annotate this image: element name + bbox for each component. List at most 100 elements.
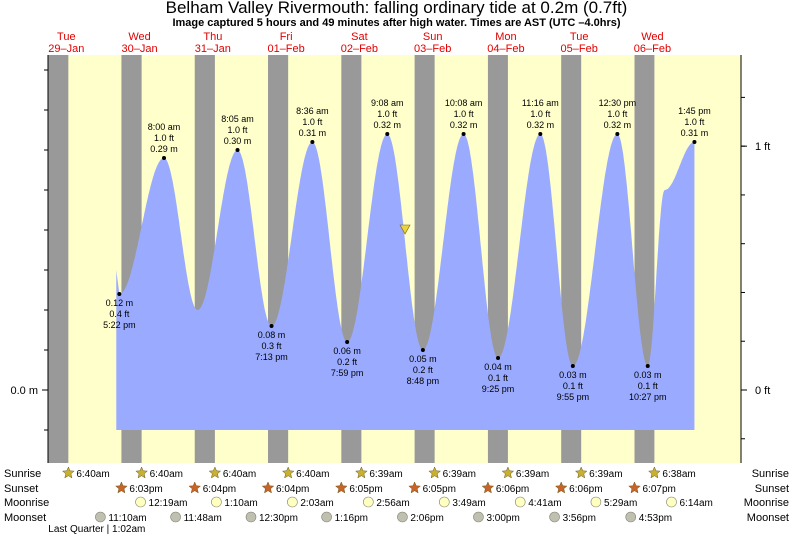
day-date-0: 29–Jan [48, 43, 84, 55]
sunrise-icon-0 [61, 466, 75, 479]
tide-time-label-1: 8:00 am [148, 122, 181, 132]
day-date-5: 03–Feb [414, 43, 451, 55]
moonset-icon-4 [397, 511, 408, 523]
sunset-time-7: 6:07pm [643, 484, 676, 495]
tide-m-label-3: 0.30 m [224, 136, 252, 146]
moonset-row-label-right: Moonset [747, 512, 789, 524]
day-date-1: 30–Jan [122, 43, 158, 55]
sunset-time-6: 6:06pm [569, 484, 602, 495]
sunset-icon-5 [481, 481, 495, 494]
tide-m-label-12: 0.03 m [559, 370, 587, 380]
day-name-2: Thu [203, 31, 222, 43]
moonset-time-7: 4:53pm [639, 513, 672, 524]
tide-point-9 [461, 132, 466, 136]
tide-m-label-4: 0.08 m [258, 330, 286, 340]
moonrise-icon-2 [287, 496, 298, 508]
moonrise-icon-1 [211, 496, 222, 508]
tide-point-3 [235, 148, 240, 152]
day-date-4: 02–Feb [341, 43, 378, 55]
tide-ft-label-3: 1.0 ft [228, 125, 249, 135]
moonset-icon-3 [321, 511, 332, 523]
day-name-7: Tue [570, 31, 589, 43]
day-date-2: 31–Jan [195, 43, 231, 55]
tide-point-8 [420, 348, 425, 352]
sunset-icon-2 [261, 481, 275, 494]
sunrise-time-5: 6:39am [443, 469, 476, 480]
tide-time-label-8: 8:48 pm [407, 376, 440, 386]
tide-time-label-3: 8:05 am [221, 114, 254, 124]
sunrise-time-4: 6:39am [369, 469, 402, 480]
moonrise-time-2: 2:03am [300, 498, 333, 509]
tide-point-5 [310, 140, 315, 144]
tide-ft-label-1: 1.0 ft [154, 133, 175, 143]
tide-ft-label-14: 0.1 ft [638, 381, 659, 391]
tide-m-label-9: 0.32 m [450, 120, 478, 130]
tide-m-label-10: 0.04 m [484, 362, 512, 372]
tide-point-6 [345, 340, 350, 344]
right-tick-label-0: 0 ft [755, 385, 770, 397]
sunrise-time-6: 6:39am [516, 469, 549, 480]
sunrise-time-1: 6:40am [150, 469, 183, 480]
sunrise-time-7: 6:39am [589, 469, 622, 480]
tide-point-1 [162, 156, 167, 160]
sunset-icon-1 [188, 481, 202, 494]
sunrise-icon-4 [355, 466, 368, 479]
tide-point-7 [385, 132, 390, 136]
sunset-time-4: 6:05pm [423, 484, 456, 495]
tide-time-label-0: 5:22 pm [103, 320, 136, 330]
tide-time-label-10: 9:25 pm [482, 384, 515, 394]
day-name-8: Wed [641, 31, 663, 43]
sunset-time-2: 6:04pm [276, 484, 309, 495]
sunset-icon-3 [334, 481, 348, 494]
day-date-7: 05–Feb [561, 43, 598, 55]
day-date-8: 06–Feb [634, 43, 671, 55]
tide-point-11 [538, 132, 543, 136]
moonset-time-3: 1:16pm [335, 513, 368, 524]
moonrise-icon-3 [363, 496, 374, 508]
moonset-time-5: 3:00pm [486, 513, 519, 524]
day-name-0: Tue [57, 31, 76, 43]
sunset-icon-6 [554, 481, 568, 494]
sunrise-time-8: 6:38am [662, 469, 695, 480]
moonrise-time-3: 2:56am [376, 498, 409, 509]
tide-m-label-0: 0.12 m [106, 298, 134, 308]
tide-ft-label-12: 0.1 ft [563, 381, 584, 391]
sunset-time-0: 6:03pm [129, 484, 162, 495]
tide-area [116, 134, 695, 430]
tide-time-label-9: 10:08 am [445, 98, 483, 108]
sunrise-row-label: Sunrise [4, 468, 41, 480]
tide-ft-label-8: 0.2 ft [413, 365, 434, 375]
moonrise-row-label-right: Moonrise [744, 497, 789, 509]
tide-ft-label-13: 1.0 ft [607, 109, 628, 119]
tide-m-label-13: 0.32 m [604, 120, 632, 130]
moonrise-icon-4 [439, 496, 450, 508]
tide-ft-label-9: 1.0 ft [454, 109, 475, 119]
day-date-6: 04–Feb [487, 43, 524, 55]
sunset-time-1: 6:04pm [203, 484, 236, 495]
sunset-icon-7 [628, 481, 641, 494]
tide-m-label-1: 0.29 m [150, 144, 178, 154]
tide-time-label-11: 11:16 am [522, 98, 559, 108]
tide-time-label-12: 9:55 pm [557, 392, 590, 402]
tide-point-16 [692, 140, 697, 144]
moonset-time-2: 12:30pm [259, 513, 298, 524]
moonset-time-0: 11:10am [108, 513, 146, 524]
sunset-row-label-right: Sunset [755, 483, 789, 495]
tide-time-label-5: 8:36 am [296, 106, 329, 116]
tide-ft-label-10: 0.1 ft [488, 373, 509, 383]
sunrise-icon-7 [574, 466, 588, 479]
moonrise-icon-0 [135, 496, 146, 508]
moonset-icon-7 [625, 511, 637, 523]
tide-m-label-14: 0.03 m [634, 370, 662, 380]
moonset-time-4: 2:06pm [410, 513, 443, 524]
moonset-icon-5 [473, 511, 484, 523]
sunrise-icon-1 [135, 466, 148, 479]
sunset-icon-4 [408, 481, 421, 494]
day-date-3: 01–Feb [267, 43, 304, 55]
tide-point-13 [615, 132, 620, 136]
tide-ft-label-7: 1.0 ft [377, 109, 398, 119]
tide-m-label-11: 0.32 m [527, 120, 555, 130]
tide-point-12 [570, 364, 575, 368]
day-name-5: Sun [423, 31, 443, 43]
